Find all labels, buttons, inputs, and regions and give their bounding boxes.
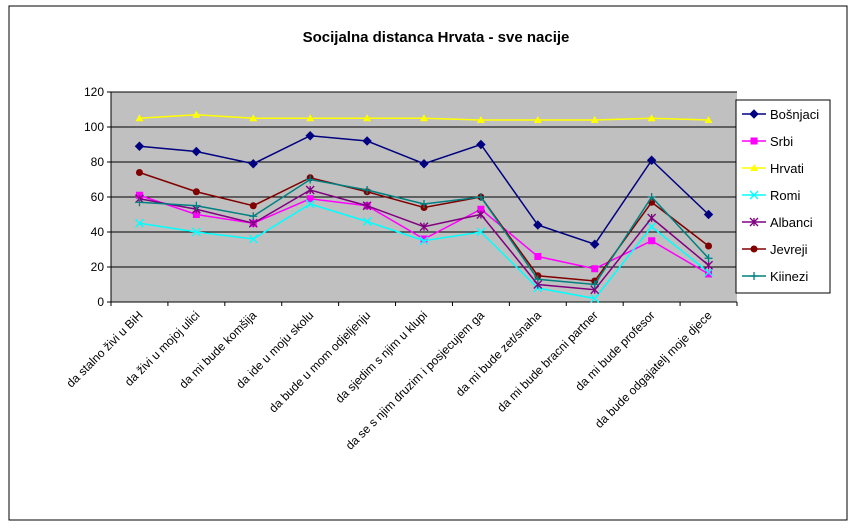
marker [363, 114, 372, 122]
marker [705, 270, 713, 278]
marker [533, 275, 542, 284]
marker [750, 245, 758, 253]
marker [248, 159, 258, 169]
marker [192, 188, 200, 196]
marker [647, 193, 656, 201]
marker [419, 236, 429, 246]
y-tick-label: 20 [91, 260, 105, 274]
marker [590, 294, 600, 303]
marker [363, 186, 372, 194]
marker [476, 193, 485, 201]
marker [362, 201, 372, 211]
y-tick-label: 80 [91, 155, 105, 169]
marker [704, 260, 714, 270]
marker [590, 280, 599, 289]
marker [249, 114, 258, 122]
marker [419, 159, 429, 169]
marker [135, 114, 144, 122]
y-tick-label: 40 [91, 225, 105, 239]
marker [704, 116, 713, 123]
marker [647, 114, 656, 122]
marker [704, 267, 714, 277]
marker [134, 218, 144, 228]
marker [192, 211, 200, 218]
marker [703, 209, 714, 220]
marker [249, 212, 258, 221]
marker [590, 239, 600, 249]
marker [419, 222, 429, 232]
marker [191, 227, 201, 237]
marker [590, 116, 599, 123]
marker [306, 175, 315, 184]
marker [476, 139, 486, 150]
chart-title: Socijalna distanca Hrvata - sve nacije [303, 29, 570, 46]
marker [135, 198, 144, 207]
marker [248, 218, 258, 228]
marker [750, 164, 758, 171]
y-tick-label: 0 [97, 295, 104, 309]
marker [749, 190, 759, 200]
marker [135, 169, 143, 176]
marker [362, 217, 372, 226]
y-tick-label: 100 [84, 120, 104, 134]
marker [420, 114, 428, 122]
marker [305, 185, 315, 195]
marker [534, 253, 542, 260]
marker [750, 137, 758, 145]
marker [477, 205, 485, 213]
legend-label: Bošnjaci [770, 107, 819, 122]
marker [646, 155, 657, 165]
legend-label: Hrvati [770, 161, 804, 176]
marker [306, 195, 314, 203]
marker [248, 234, 258, 244]
marker [191, 146, 202, 157]
marker [305, 199, 315, 209]
legend-label: Albanci [770, 215, 813, 230]
marker [420, 200, 428, 208]
marker [362, 136, 372, 146]
marker [704, 254, 713, 263]
marker [305, 131, 315, 141]
marker [476, 227, 486, 237]
marker [750, 272, 758, 280]
marker [192, 201, 201, 210]
marker [591, 265, 599, 273]
marker [476, 116, 485, 123]
marker [705, 242, 713, 250]
marker [134, 141, 145, 151]
marker [533, 220, 543, 230]
marker [749, 217, 759, 227]
marker [533, 116, 542, 123]
legend-label: Srbi [770, 134, 793, 149]
marker [306, 114, 315, 122]
marker [192, 110, 201, 118]
legend-label: Romi [770, 188, 800, 203]
y-tick-label: 120 [84, 85, 104, 99]
y-tick-label: 60 [91, 190, 105, 204]
marker [476, 210, 486, 219]
legend-label: Kiinezi [770, 269, 808, 284]
marker [647, 213, 657, 223]
legend-label: Jevreji [770, 242, 808, 257]
marker [648, 237, 656, 245]
marker [749, 109, 759, 119]
marker [647, 222, 657, 232]
marker [249, 202, 257, 210]
marker [420, 235, 428, 243]
